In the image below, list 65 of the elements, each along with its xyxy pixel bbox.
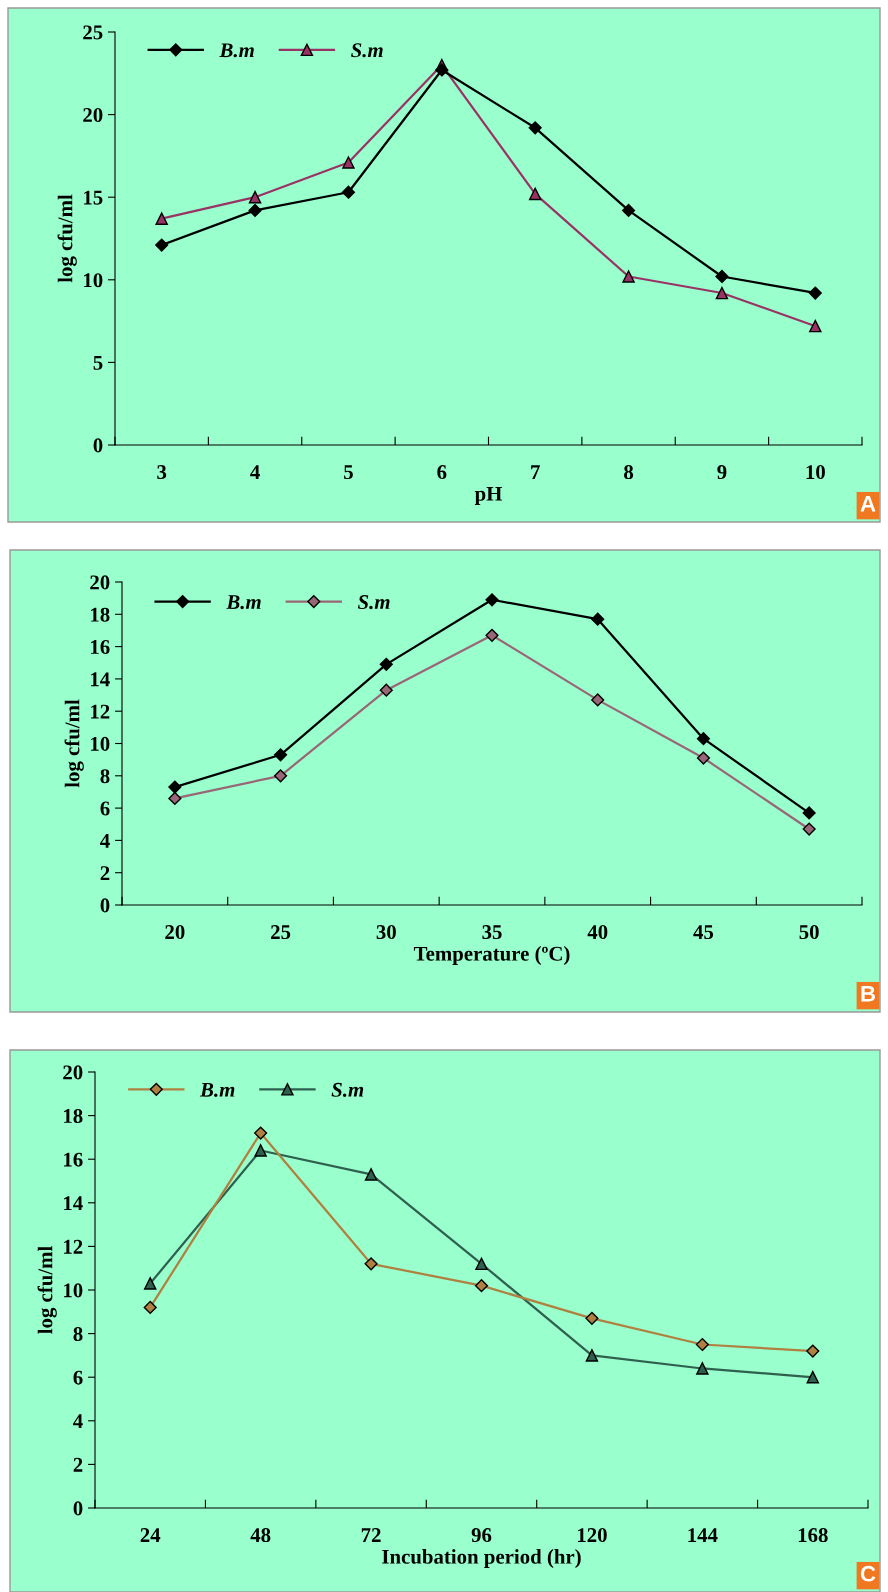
- y-axis-title: log cfu/ml: [57, 194, 77, 283]
- y-tick-label: 12: [91, 704, 110, 719]
- x-axis-title: Temperature (ºC): [413, 946, 570, 966]
- y-tick-label: 20: [83, 107, 103, 123]
- y-axis-title: log cfu/ml: [64, 699, 84, 788]
- x-tick-label: 7: [531, 465, 540, 479]
- y-tick-label: 4: [100, 833, 110, 848]
- y-tick-label: 18: [91, 607, 110, 622]
- text: A: [860, 496, 876, 512]
- y-tick-label: 20: [63, 1065, 83, 1080]
- y-tick-label: 4: [73, 1414, 83, 1429]
- y-tick-label: 8: [73, 1326, 83, 1342]
- legend-label: B.m: [219, 43, 254, 58]
- x-tick-label: 24: [140, 1528, 161, 1542]
- y-tick-label: 18: [64, 1108, 83, 1124]
- legend-label: B.m: [226, 595, 261, 610]
- y-tick-label: 2: [100, 866, 110, 880]
- y-tick-label: 6: [73, 1370, 83, 1385]
- y-axis-title: log cfu/ml: [37, 1246, 57, 1334]
- x-tick-label: 72: [361, 1528, 381, 1542]
- y-tick-label: 10: [91, 736, 110, 751]
- x-tick-label: 4: [250, 465, 260, 479]
- legend-label: S.m: [351, 43, 383, 58]
- y-tick-label: 14: [91, 672, 110, 687]
- legend-label: S.m: [331, 1082, 364, 1097]
- y-tick-label: 25: [83, 25, 103, 40]
- x-tick-label: 45: [693, 925, 714, 940]
- x-tick-label: 9: [717, 465, 727, 480]
- y-tick-label: 0: [73, 1501, 83, 1516]
- x-tick-label: 8: [624, 465, 634, 480]
- y-tick-label: 0: [100, 898, 110, 913]
- x-tick-label: 5: [344, 465, 353, 480]
- text: C: [860, 1565, 876, 1582]
- x-axis-title: pH: [474, 486, 503, 506]
- y-tick-label: 8: [100, 769, 110, 784]
- x-tick-label: 144: [688, 1528, 718, 1542]
- x-tick-label: 30: [376, 925, 396, 940]
- y-tick-label: 5: [93, 355, 103, 370]
- x-tick-label: 3: [157, 465, 167, 480]
- x-tick-label: 120: [577, 1528, 607, 1543]
- y-tick-label: 20: [90, 575, 110, 590]
- y-tick-label: 6: [100, 801, 110, 816]
- x-tick-label: 96: [471, 1528, 492, 1543]
- legend-label: S.m: [357, 595, 390, 610]
- x-axis-title: Incubation period (hr): [382, 1549, 581, 1569]
- y-tick-label: 16: [64, 1152, 83, 1167]
- y-tick-label: 12: [64, 1239, 83, 1254]
- y-tick-label: 10: [64, 1283, 83, 1298]
- y-tick-label: 0: [93, 438, 103, 453]
- y-tick-label: 15: [84, 190, 103, 205]
- y-tick-label: 16: [91, 640, 110, 655]
- y-tick-label: 10: [84, 273, 103, 288]
- legend-label: B.m: [199, 1082, 235, 1097]
- x-tick-label: 20: [165, 925, 185, 940]
- x-tick-label: 35: [482, 925, 502, 940]
- y-tick-label: 14: [64, 1196, 83, 1211]
- x-tick-label: 6: [437, 465, 447, 480]
- x-tick-label: 168: [798, 1528, 828, 1543]
- x-tick-label: 40: [587, 925, 608, 940]
- x-tick-label: 50: [799, 925, 819, 940]
- x-tick-label: 25: [271, 925, 291, 940]
- x-tick-label: 48: [250, 1528, 271, 1543]
- x-tick-label: 10: [806, 465, 825, 480]
- y-tick-label: 2: [73, 1457, 83, 1472]
- text: B: [861, 986, 875, 1002]
